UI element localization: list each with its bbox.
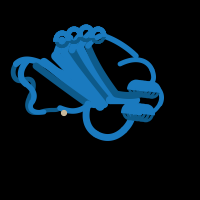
Circle shape — [62, 111, 66, 115]
